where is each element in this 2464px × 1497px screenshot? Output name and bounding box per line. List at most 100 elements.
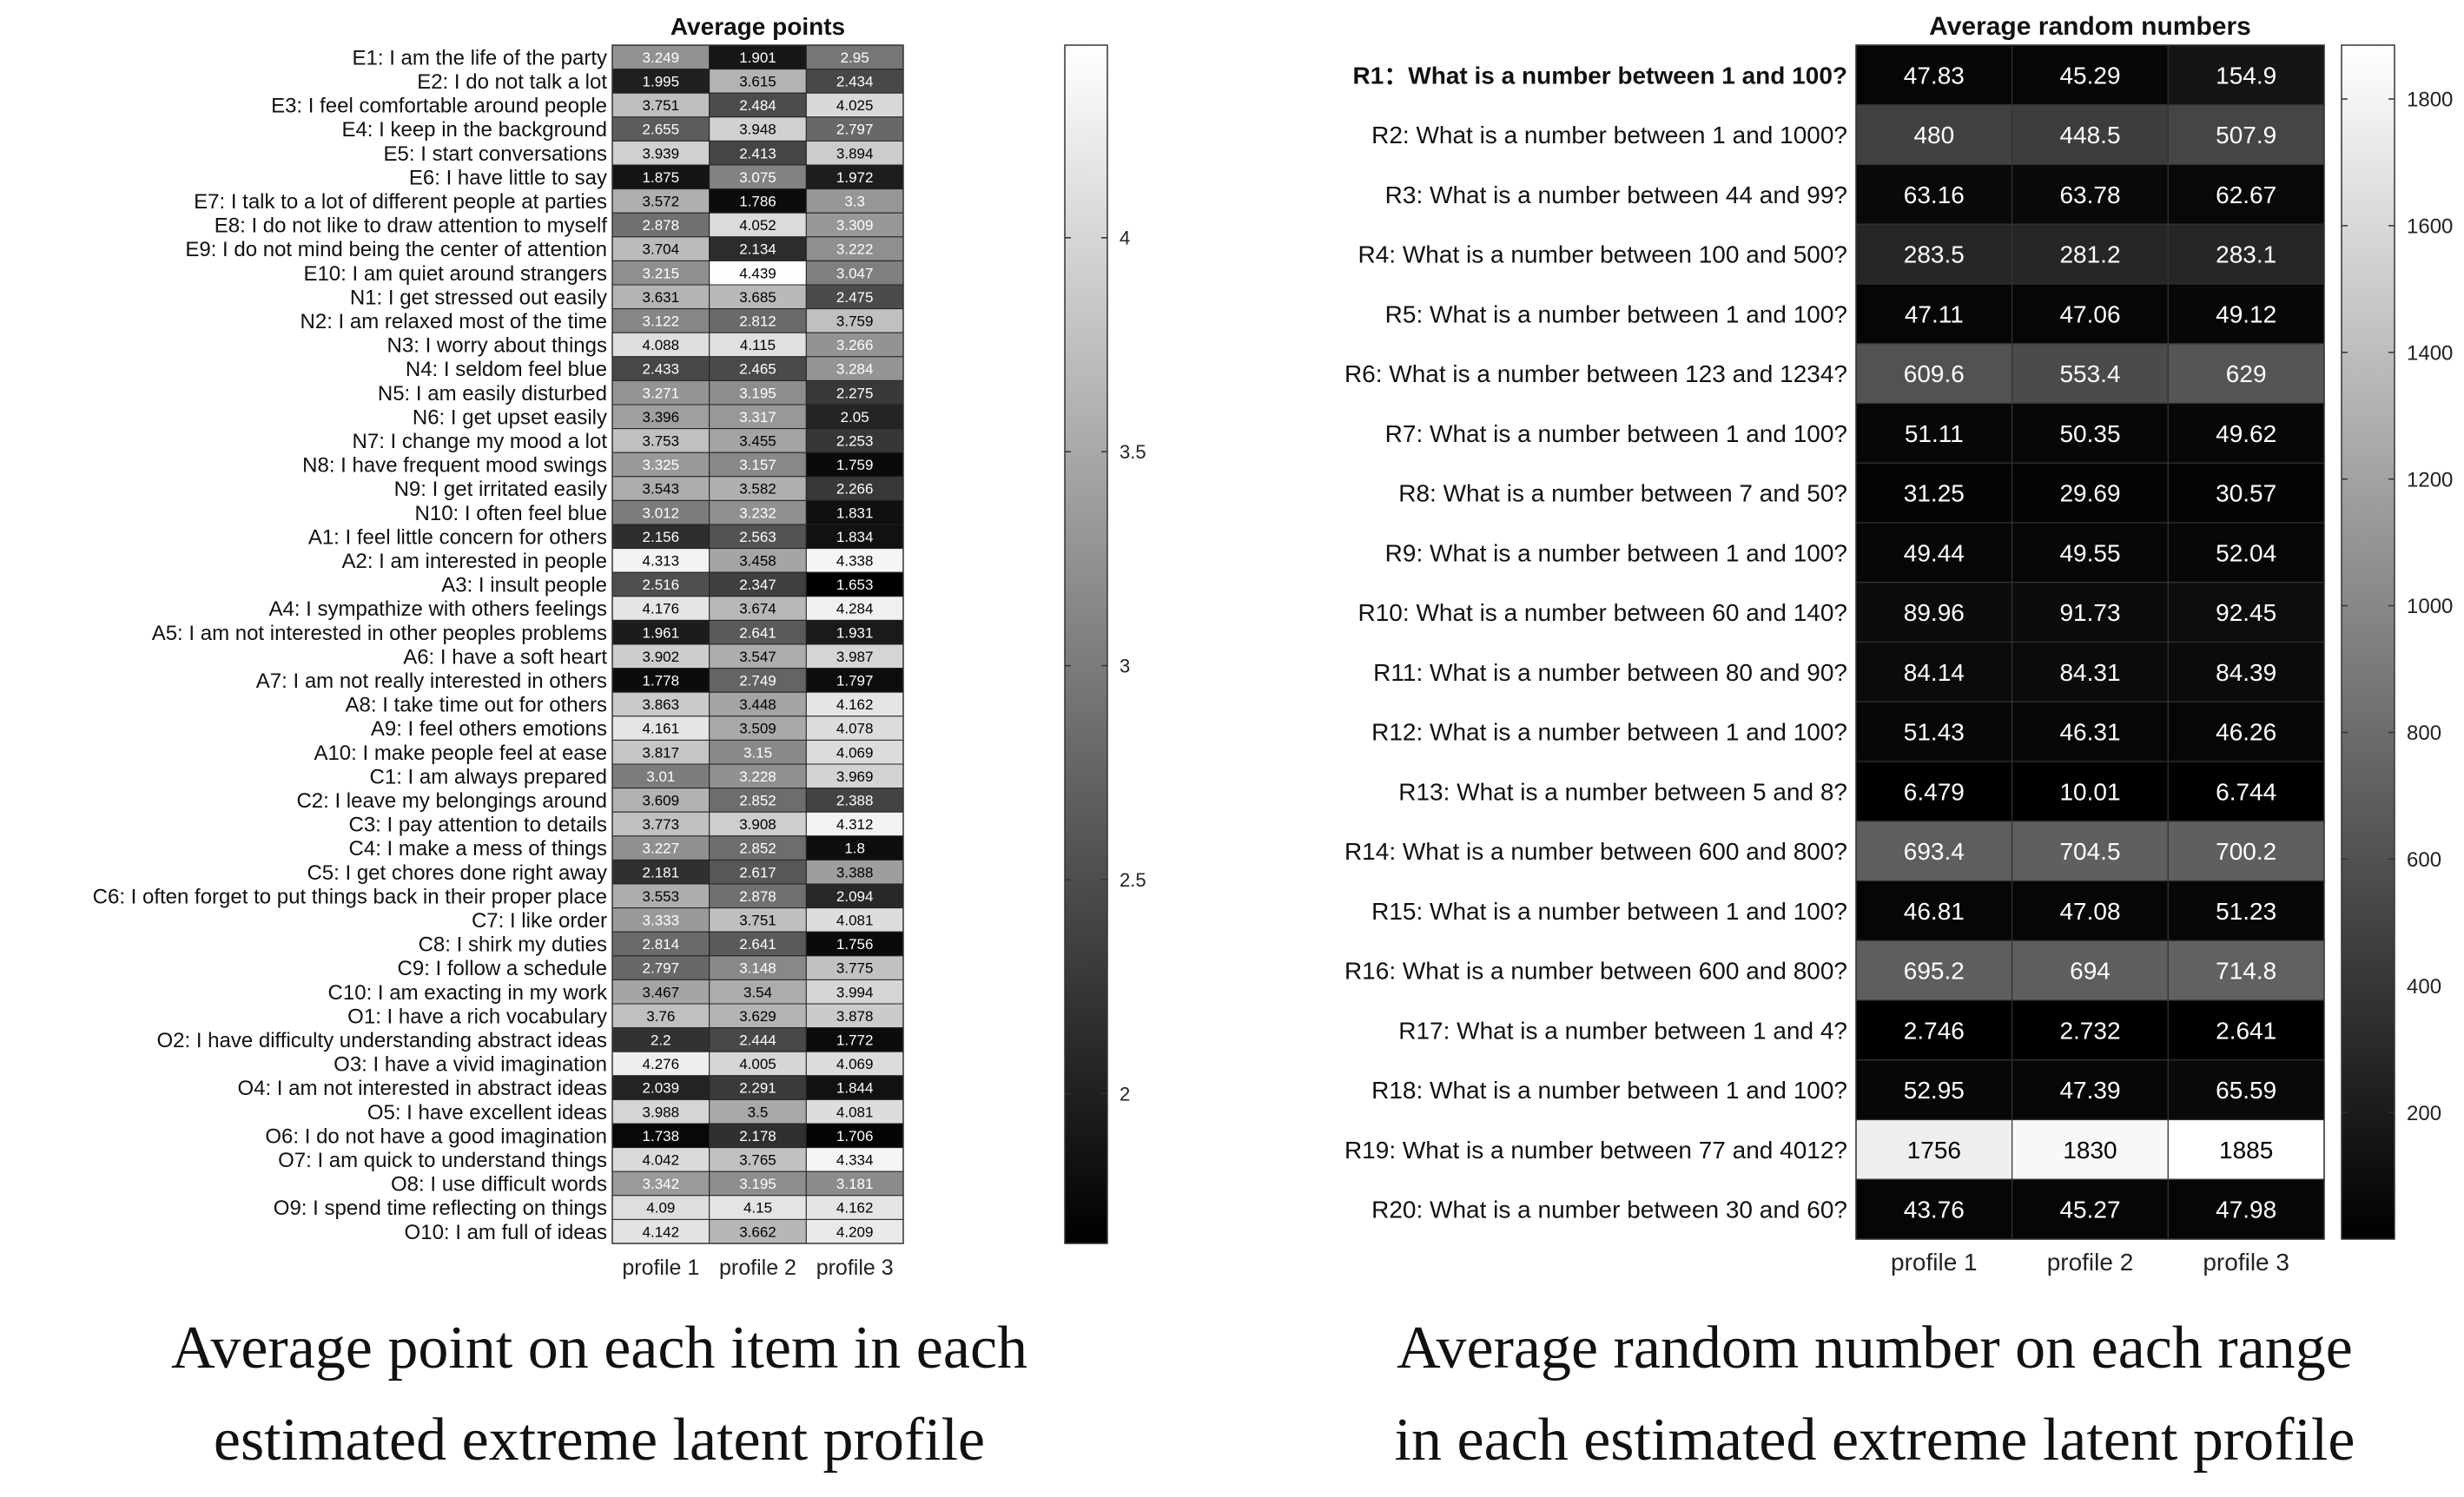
caption-right-line-2: in each estimated extreme latent profile — [1394, 1407, 2355, 1474]
cell-value: 46.26 — [2216, 719, 2276, 746]
cell-value: 3.222 — [836, 241, 874, 258]
cell-value: 3.662 — [739, 1223, 776, 1240]
heatmap-cell — [805, 716, 904, 741]
heatmap-cell — [611, 212, 710, 238]
heatmap-cell — [2011, 701, 2169, 762]
cell-value: 3.455 — [739, 433, 776, 450]
cell-value: 29.69 — [2059, 480, 2120, 507]
heatmap-cell — [709, 979, 807, 1005]
cell-value: 2.878 — [739, 888, 776, 905]
heatmap-frame — [611, 44, 904, 1244]
cell-value: 49.55 — [2059, 539, 2120, 566]
row-label: R16: What is a number between 600 and 80… — [1344, 958, 1847, 985]
cell-value: 2.178 — [739, 1128, 776, 1144]
cell-value: 4.313 — [643, 553, 680, 570]
heatmap-cell — [709, 571, 807, 597]
cell-value: 31.25 — [1904, 480, 1965, 507]
cell-value: 3.773 — [643, 816, 680, 833]
heatmap-cell — [611, 716, 710, 741]
cell-value: 507.9 — [2216, 122, 2276, 148]
heatmap-cell — [1855, 821, 2013, 882]
heatmap-cell — [1855, 880, 2013, 941]
heatmap-cell — [805, 452, 904, 478]
cell-value: 1.875 — [643, 169, 680, 186]
heatmap-cell — [1855, 163, 2013, 225]
cell-value: 3.908 — [739, 816, 776, 833]
heatmap-cell — [2167, 641, 2325, 702]
row-label: C6: I often forget to put things back in… — [93, 885, 607, 908]
cell-value: 2.253 — [836, 433, 874, 450]
colorbar-tick-label: 1600 — [2407, 215, 2453, 239]
cell-value: 3.195 — [739, 1176, 776, 1192]
cell-value: 3.543 — [643, 481, 680, 498]
cell-value: 4.088 — [643, 337, 680, 353]
column-label: profile 3 — [2203, 1249, 2289, 1276]
row-label: R1：What is a number between 1 and 100? — [1353, 62, 1847, 89]
row-label: E3: I feel comfortable around people — [271, 95, 607, 118]
cell-value: 2.617 — [739, 864, 776, 880]
cell-value: 52.95 — [1904, 1077, 1965, 1104]
cell-value: 3.266 — [836, 337, 874, 353]
heatmap-cell — [805, 308, 904, 333]
cell-value: 2.444 — [739, 1032, 776, 1049]
cell-value: 2.275 — [836, 385, 874, 401]
cell-value: 2.852 — [739, 793, 776, 809]
row-label: O6: I do not have a good imagination — [265, 1124, 607, 1148]
cell-value: 2.484 — [739, 97, 776, 114]
heatmap-cell — [805, 811, 904, 837]
heatmap-cell — [709, 499, 807, 525]
cell-value: 43.76 — [1904, 1197, 1965, 1223]
cell-value: 10.01 — [2059, 778, 2120, 805]
heatmap-cell — [611, 1195, 710, 1220]
heatmap-cell — [805, 69, 904, 94]
cell-value: 3.609 — [643, 793, 680, 809]
cell-value: 4.15 — [743, 1200, 772, 1217]
heatmap-cell — [2011, 44, 2169, 106]
row-label: E8: I do not like to draw attention to m… — [215, 214, 608, 238]
cell-value: 2.094 — [836, 888, 874, 905]
cell-value: 3.227 — [643, 841, 680, 857]
cell-value: 2.465 — [739, 361, 776, 378]
cell-value: 1.653 — [836, 577, 874, 593]
heatmap-cell — [611, 1003, 710, 1029]
cell-value: 1.972 — [836, 169, 874, 186]
row-label: R11: What is a number between 80 and 90? — [1373, 659, 1847, 686]
cell-value: 3.704 — [643, 241, 680, 258]
heatmap-cell — [611, 859, 710, 885]
cell-value: 3.232 — [739, 504, 776, 521]
row-label: C3: I pay attention to details — [348, 814, 607, 837]
row-label: R18: What is a number between 1 and 100? — [1371, 1077, 1847, 1104]
heatmap-cell — [1855, 1059, 2013, 1121]
cell-value: 63.16 — [1904, 181, 1965, 208]
heatmap-cell — [611, 1027, 710, 1052]
heatmap-cell — [805, 548, 904, 573]
heatmap-cell — [2011, 343, 2169, 405]
row-label: C9: I follow a schedule — [398, 957, 607, 980]
heatmap-cell — [611, 524, 710, 550]
cell-value: 3.685 — [739, 289, 776, 306]
cell-value: 695.2 — [1904, 958, 1965, 985]
row-label: O3: I have a vivid imagination — [334, 1053, 607, 1077]
cell-value: 3.228 — [739, 768, 776, 785]
heatmap-cell — [2167, 462, 2325, 524]
heatmap-cell — [2167, 999, 2325, 1061]
cell-value: 4.069 — [836, 1056, 874, 1072]
cell-value: 2.641 — [2216, 1017, 2276, 1044]
row-label: R19: What is a number between 77 and 401… — [1344, 1137, 1847, 1164]
cell-value: 1.786 — [739, 194, 776, 210]
colorbar-tick-label: 3 — [1120, 656, 1130, 677]
row-label: O5: I have excellent ideas — [367, 1101, 607, 1124]
cell-value: 49.12 — [2216, 300, 2276, 327]
heatmap-cell — [709, 859, 807, 885]
heatmap-cell — [805, 116, 904, 142]
row-label: A5: I am not interested in other peoples… — [152, 622, 607, 645]
row-label: O10: I am full of ideas — [405, 1221, 607, 1244]
colorbar — [2341, 44, 2395, 1240]
heatmap-cell — [2167, 582, 2325, 643]
heatmap-cell — [805, 379, 904, 406]
heatmap-cell — [2011, 402, 2169, 464]
cell-value: 3.3 — [844, 194, 865, 210]
cell-value: 49.62 — [2216, 420, 2276, 447]
heatmap-cell — [805, 571, 904, 597]
heatmap-cell — [611, 1051, 710, 1077]
